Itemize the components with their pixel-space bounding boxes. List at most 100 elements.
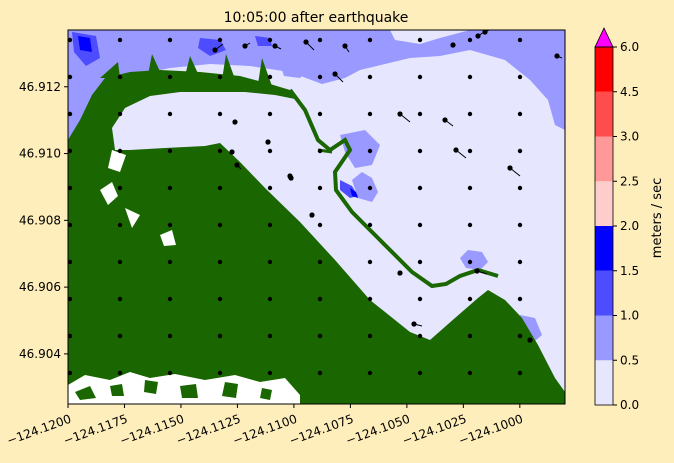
velocity-dot — [167, 333, 173, 339]
velocity-dot — [267, 333, 273, 339]
velocity-dot — [367, 148, 373, 154]
velocity-dot — [317, 222, 323, 228]
velocity-dot — [367, 259, 373, 265]
velocity-dot — [467, 259, 473, 265]
velocity-arrow-tail — [442, 117, 448, 123]
velocity-dot — [217, 296, 223, 302]
land-marsh-islands — [75, 380, 272, 400]
velocity-dot — [117, 185, 123, 191]
velocity-dot — [117, 370, 123, 376]
land — [68, 54, 565, 404]
velocity-dot — [217, 259, 223, 265]
velocity-dot — [217, 111, 223, 117]
velocity-dot — [467, 333, 473, 339]
velocity-dot — [68, 296, 73, 302]
velocity-arrow-tail — [232, 119, 238, 125]
colorbar-cell — [595, 181, 613, 226]
colorbar-tick-label: 6.0 — [620, 40, 639, 54]
velocity-dot — [267, 185, 273, 191]
velocity-dot — [417, 111, 423, 117]
velocity-dot — [68, 37, 73, 43]
velocity-dot — [467, 74, 473, 80]
velocity-dot — [517, 111, 523, 117]
x-tick-label: −124.1000 — [457, 412, 525, 448]
velocity-dot — [267, 296, 273, 302]
velocity-dot — [167, 370, 173, 376]
velocity-dot — [267, 37, 273, 43]
velocity-dot — [117, 74, 123, 80]
velocity-dot — [467, 370, 473, 376]
x-tick-label: −124.1125 — [174, 412, 242, 448]
velocity-dot — [417, 333, 423, 339]
colorbar-cell — [595, 315, 613, 361]
velocity-dot — [517, 296, 523, 302]
velocity-arrow-tail — [397, 111, 403, 117]
velocity-dot — [517, 259, 523, 265]
velocity-dot — [417, 185, 423, 191]
velocity-dot — [267, 74, 273, 80]
colorbar-tick-label: 2.5 — [620, 174, 639, 188]
velocity-dot — [417, 222, 423, 228]
velocity-arrow-tail — [342, 43, 348, 49]
velocity-dot — [117, 259, 123, 265]
velocity-dot — [367, 185, 373, 191]
velocity-dot — [167, 222, 173, 228]
velocity-arrow-tail — [272, 43, 278, 49]
velocity-arrow-tail — [265, 139, 271, 145]
colorbar-tick-label: 0.5 — [620, 353, 639, 367]
velocity-arrow-tail — [397, 270, 403, 276]
velocity-dot — [517, 37, 523, 43]
velocity-dot — [517, 370, 523, 376]
velocity-dot — [417, 148, 423, 154]
velocity-dot — [417, 37, 423, 43]
velocity-dot — [167, 74, 173, 80]
colorbar-cell — [595, 226, 613, 271]
velocity-dot — [367, 296, 373, 302]
colorbar-tick-label: 0.0 — [620, 398, 639, 412]
velocity-arrow-tail — [507, 165, 513, 171]
x-tick-label: −124.1100 — [231, 412, 299, 448]
x-tick-label: −124.1050 — [344, 412, 412, 448]
velocity-dot — [467, 111, 473, 117]
velocity-arrow-tail — [475, 33, 481, 39]
velocity-dot — [68, 259, 73, 265]
x-tick-label: −124.1025 — [400, 412, 468, 448]
colorbar-cell — [595, 47, 613, 92]
colorbar-extend-arrow — [594, 27, 614, 48]
velocity-dot — [467, 185, 473, 191]
velocity-dot — [68, 222, 73, 228]
velocity-dot — [517, 333, 523, 339]
velocity-dot — [68, 148, 73, 154]
y-tick-label: 46.910 — [19, 147, 61, 161]
velocity-dot — [217, 222, 223, 228]
velocity-dot — [417, 259, 423, 265]
velocity-dot — [68, 333, 73, 339]
velocity-dot — [367, 370, 373, 376]
velocity-arrow-tail — [411, 321, 417, 327]
velocity-dot — [417, 74, 423, 80]
velocity-dot — [367, 222, 373, 228]
velocity-dot — [317, 185, 323, 191]
velocity-dot — [167, 111, 173, 117]
velocity-dot — [517, 74, 523, 80]
velocity-dot — [68, 111, 73, 117]
velocity-dot — [317, 259, 323, 265]
velocity-dot — [167, 148, 173, 154]
velocity-arrow-tail — [482, 30, 488, 35]
velocity-dot — [317, 370, 323, 376]
velocity-dot — [467, 296, 473, 302]
map-axes: −124.1200−124.1175−124.1150−124.1125−124… — [5, 29, 566, 448]
velocity-arrows — [212, 30, 563, 343]
y-axis: 46.904 46.906 46.908 46.910 46.912 — [19, 80, 68, 361]
y-tick-label: 46.906 — [19, 280, 61, 294]
velocity-dot — [467, 37, 473, 43]
velocity-dot — [367, 37, 373, 43]
velocity-arrow-tail — [450, 42, 456, 48]
velocity-dot — [117, 296, 123, 302]
velocity-dot — [167, 296, 173, 302]
velocity-arrow-tail — [288, 175, 294, 181]
colorbar-cell — [595, 91, 613, 137]
velocity-dot — [517, 185, 523, 191]
x-tick-label: −124.1175 — [61, 412, 129, 448]
